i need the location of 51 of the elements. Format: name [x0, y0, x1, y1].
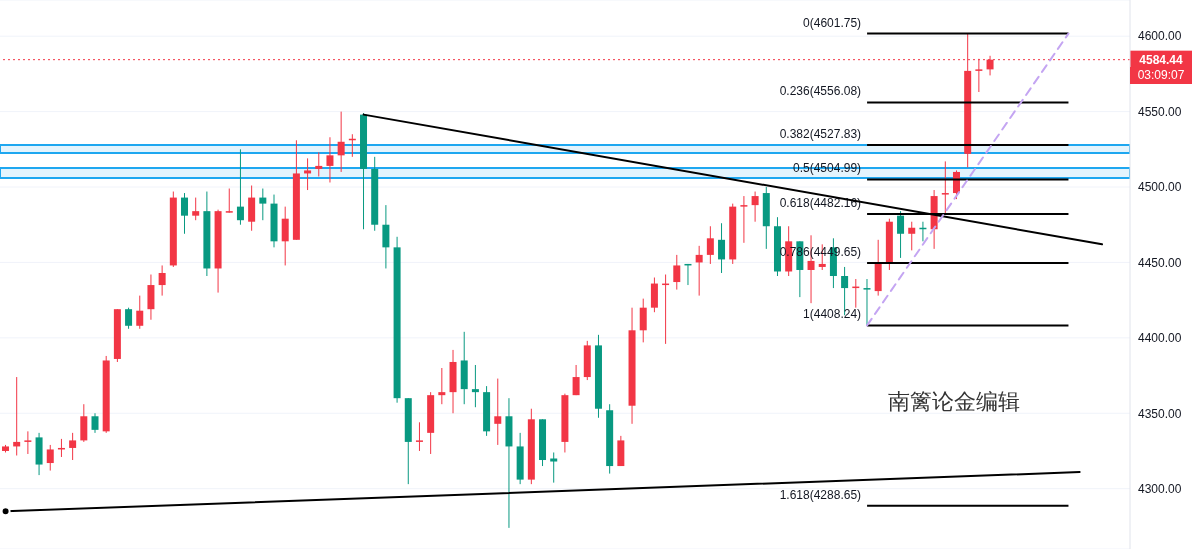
candlestick — [740, 195, 748, 244]
candlestick — [236, 148, 244, 226]
candlestick — [304, 157, 312, 191]
candlestick — [908, 221, 916, 251]
candlestick — [471, 364, 479, 408]
candlestick — [415, 421, 423, 452]
candlestick — [706, 225, 714, 265]
candlestick — [673, 254, 681, 291]
candlestick — [751, 191, 759, 223]
candlestick — [337, 111, 345, 173]
candlestick — [192, 197, 200, 221]
ref-line-label: 1(4408.24) — [803, 307, 862, 322]
candlestick — [69, 432, 77, 461]
candlestick — [158, 264, 166, 297]
candlestick — [863, 278, 871, 326]
y-tick-label: 4350.00 — [1138, 406, 1182, 421]
candlestick — [550, 451, 558, 484]
y-tick-label: 4400.00 — [1138, 331, 1182, 346]
annotation: 南篱论金编辑 — [888, 389, 1020, 415]
candlestick — [24, 430, 32, 455]
candlestick — [382, 204, 390, 269]
candlestick — [897, 210, 905, 259]
y-tick-label: 4450.00 — [1138, 255, 1182, 270]
y-tick-label: 4500.00 — [1138, 180, 1182, 195]
candlestick — [494, 378, 502, 446]
ref-line-label: 0.618(4482.16) — [779, 195, 862, 210]
candlestick — [695, 245, 703, 297]
candlestick — [136, 295, 144, 330]
candlestick — [225, 188, 233, 214]
candlestick — [639, 298, 647, 343]
candlestick — [125, 307, 133, 330]
ref-line-label: 0.236(4556.08) — [779, 84, 862, 99]
ref-line-label: 4584.44 — [1139, 52, 1184, 67]
candlestick — [181, 192, 189, 235]
candlestick — [718, 222, 726, 274]
ref-line-label: 0.382(4527.83) — [779, 127, 862, 142]
y-tick-label: 4550.00 — [1138, 104, 1182, 119]
ref-line-label: 1.618(4288.65) — [779, 487, 862, 502]
y-tick-label: 4600.00 — [1138, 29, 1182, 44]
y-tick-label: 4300.00 — [1138, 481, 1182, 496]
candlestick — [326, 136, 334, 183]
candlestick — [572, 364, 580, 396]
candlestick — [941, 160, 949, 215]
candlestick — [259, 188, 267, 221]
ref-line-label: 0(4601.75) — [803, 15, 862, 30]
candlestick — [46, 444, 54, 472]
candlestick — [281, 206, 289, 266]
candlestick — [315, 151, 323, 177]
candlestick — [438, 367, 446, 405]
candlestick — [91, 412, 99, 434]
text: 03:09:07 — [1130, 67, 1192, 85]
